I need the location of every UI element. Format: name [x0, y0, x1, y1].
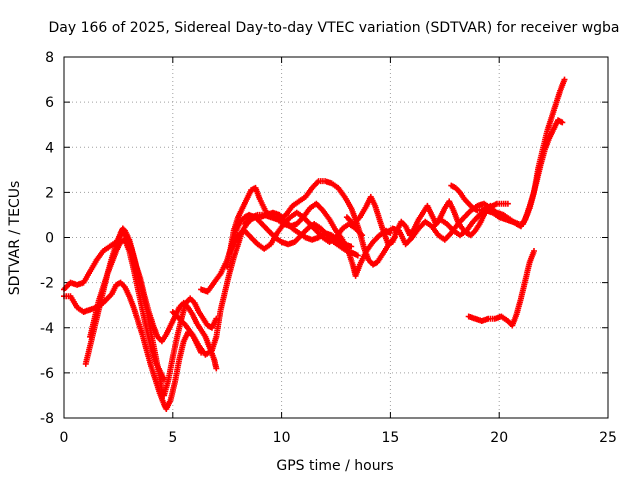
- x-tick-label: 25: [599, 430, 617, 446]
- x-tick-label: 5: [168, 430, 177, 446]
- y-tick-label: 4: [45, 140, 54, 156]
- y-tick-label: -2: [40, 276, 54, 292]
- data-marker-path: [465, 248, 537, 329]
- series-arc-12: [430, 117, 566, 239]
- data-marker-path: [61, 279, 205, 412]
- data-marker-path: [87, 236, 168, 383]
- x-tick-label: 20: [490, 430, 508, 446]
- chart-title: Day 166 of 2025, Sidereal Day-to-day VTE…: [48, 20, 619, 36]
- y-tick-label: -6: [40, 366, 54, 382]
- series-arc-10: [343, 193, 511, 248]
- series-arc-4: [87, 236, 168, 383]
- x-tick-label: 0: [60, 430, 69, 446]
- y-tick-label: 0: [45, 231, 54, 247]
- data-marker-path: [430, 117, 566, 239]
- x-tick-label: 10: [273, 430, 291, 446]
- y-axis-label: SDTVAR / TECUs: [7, 181, 23, 296]
- series-arc-9: [241, 200, 394, 279]
- y-tick-label: -8: [40, 411, 54, 427]
- y-tick-label: 8: [45, 50, 54, 66]
- y-tick-label: -4: [40, 321, 54, 337]
- series-arc-13: [448, 182, 494, 214]
- data-marker-path: [343, 193, 511, 248]
- series-arc-2: [61, 279, 205, 412]
- y-tick-label: 6: [45, 95, 54, 111]
- data-marker-path: [241, 200, 394, 279]
- data-marker-path: [448, 182, 494, 214]
- y-tick-label: 2: [45, 185, 54, 201]
- series-arc-14: [465, 248, 537, 329]
- plot-frame: [63, 56, 609, 419]
- x-axis-label: GPS time / hours: [276, 458, 393, 474]
- x-tick-label: 15: [381, 430, 399, 446]
- data-points: [61, 76, 568, 412]
